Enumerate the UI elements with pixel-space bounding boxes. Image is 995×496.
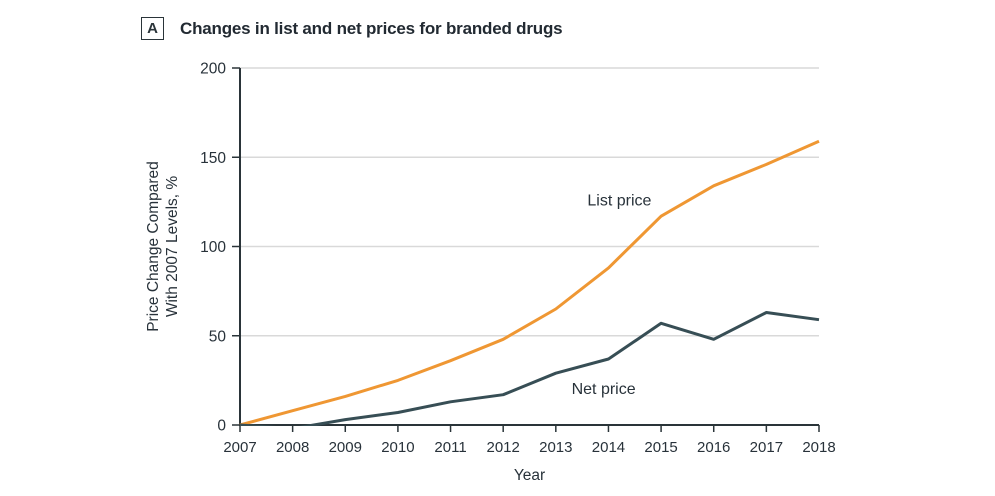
y-tick-label: 200 [200,61,226,78]
y-axis-title: With 2007 Levels, % [164,176,181,318]
figure-title-row: A Changes in list and net prices for bra… [141,17,563,40]
x-tick-label: 2013 [539,439,572,456]
x-tick-label: 2007 [223,439,256,456]
figure-title: Changes in list and net prices for brand… [180,18,563,38]
y-tick-label: 100 [200,239,226,256]
x-tick-label: 2009 [329,439,362,456]
net-price-line [239,311,820,426]
x-tick-label: 2008 [276,439,309,456]
x-axis-title: Year [514,467,545,484]
x-tick-label: 2012 [486,439,519,456]
list-price-line [239,139,820,426]
net-price-label: Net price [572,381,636,398]
x-tick-label: 2018 [802,439,835,456]
x-tick-label: 2010 [381,439,414,456]
x-tick-label: 2011 [434,439,466,456]
x-tick-label: 2015 [644,439,677,456]
x-tick-label: 2017 [750,439,783,456]
x-tick-label: 2014 [592,439,625,456]
y-tick-label: 50 [209,328,227,345]
y-axis-title: Price Change Compared [145,161,162,332]
panel-label: A [141,17,164,40]
list-price-label: List price [587,192,651,209]
x-tick-label: 2016 [697,439,730,456]
y-tick-label: 0 [217,418,226,435]
y-tick-label: 150 [200,150,226,167]
